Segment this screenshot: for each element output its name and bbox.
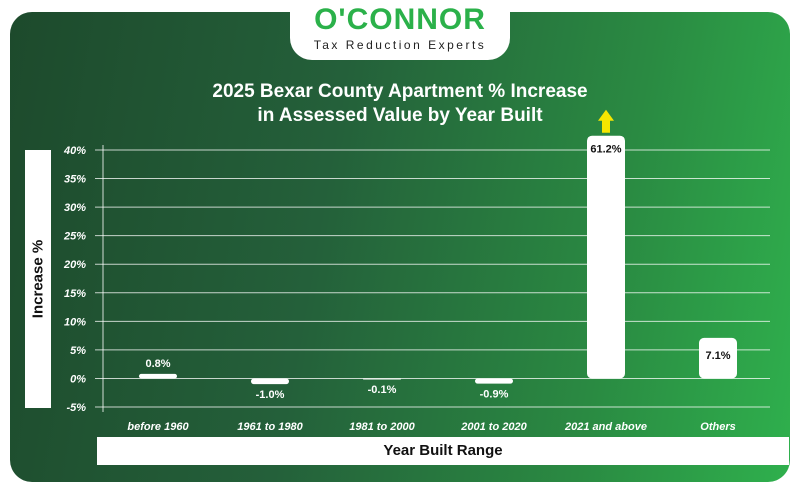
y-tick-label: 0% <box>70 373 86 385</box>
x-tick-label: 2021 and above <box>564 421 647 433</box>
chart-title: 2025 Bexar County Apartment % Increase i… <box>150 80 650 128</box>
logo-tagline: Tax Reduction Experts <box>313 38 487 52</box>
bar <box>251 378 289 385</box>
logo: O'CONNOR Tax Reduction Experts <box>290 0 510 60</box>
data-label: 61.2% <box>590 144 621 156</box>
x-tick-label: 2001 to 2020 <box>460 421 527 433</box>
y-tick-label: -5% <box>66 402 86 414</box>
data-label: -1.0% <box>256 389 285 401</box>
x-axis-label: Year Built Range <box>97 437 789 465</box>
x-tick-label: Others <box>700 421 735 433</box>
data-label: 7.1% <box>705 350 730 362</box>
bar <box>475 378 513 384</box>
data-label: -0.1% <box>368 384 397 396</box>
x-tick-label: 1981 to 2000 <box>349 421 415 433</box>
bar <box>699 337 737 379</box>
title-line-1: 2025 Bexar County Apartment % Increase <box>212 81 588 102</box>
y-tick-label: 30% <box>64 202 86 214</box>
y-tick-label: 40% <box>63 145 86 157</box>
y-tick-label: 35% <box>64 174 86 186</box>
up-arrow-icon <box>598 109 614 133</box>
y-tick-label: 15% <box>64 288 86 300</box>
bar <box>363 378 401 380</box>
x-tick-label: before 1960 <box>127 421 189 433</box>
y-tick-label: 10% <box>64 316 86 328</box>
bar <box>587 135 625 379</box>
logo-brand: O'CONNOR <box>314 3 486 36</box>
bar <box>139 373 177 379</box>
chart-panel <box>10 12 790 482</box>
data-label: 0.8% <box>145 358 170 370</box>
title-line-2: in Assessed Value by Year Built <box>257 105 543 126</box>
data-label: -0.9% <box>480 389 509 401</box>
y-axis-label-box <box>25 150 51 408</box>
y-tick-label: 20% <box>63 259 86 271</box>
y-tick-label: 5% <box>70 345 86 357</box>
x-tick-label: 1961 to 1980 <box>237 421 303 433</box>
y-tick-label: 25% <box>63 231 86 243</box>
